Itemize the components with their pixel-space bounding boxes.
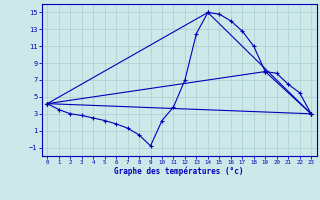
X-axis label: Graphe des températures (°c): Graphe des températures (°c) bbox=[115, 167, 244, 176]
